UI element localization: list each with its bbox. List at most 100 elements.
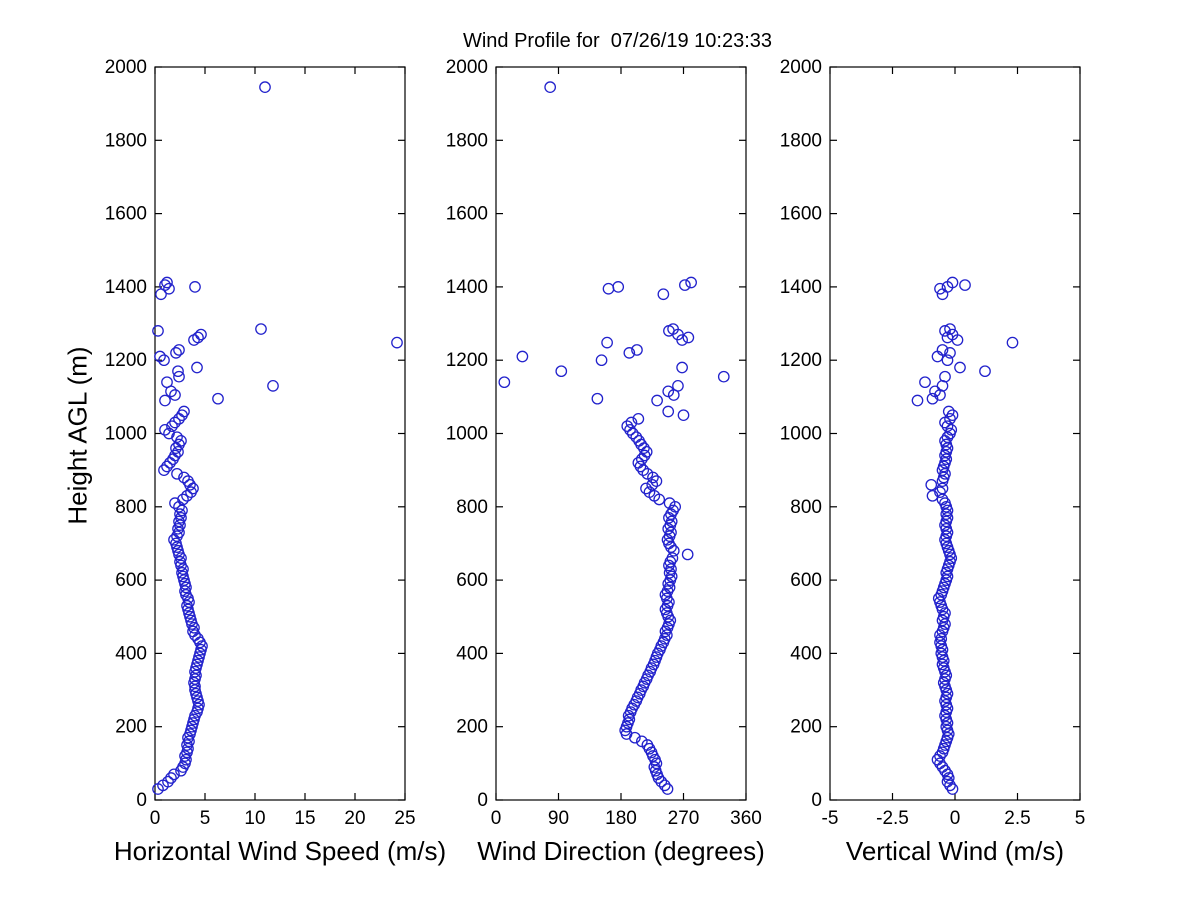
data-point bbox=[632, 456, 645, 469]
y-tick-label: 600 bbox=[115, 570, 147, 591]
data-point bbox=[159, 394, 171, 407]
data-point bbox=[182, 475, 194, 487]
x-tick-label: 5 bbox=[1075, 808, 1086, 829]
data-point bbox=[162, 775, 174, 788]
data-point bbox=[944, 412, 956, 425]
x-tick-label: 5 bbox=[200, 808, 211, 829]
data-point bbox=[601, 336, 613, 349]
data-point bbox=[259, 81, 271, 94]
x-axis-label-wind-direction: Wind Direction (degrees) bbox=[477, 836, 765, 866]
data-point bbox=[936, 761, 949, 773]
y-tick-label: 600 bbox=[456, 570, 488, 591]
data-point bbox=[178, 471, 190, 484]
x-tick-label: 10 bbox=[244, 808, 265, 829]
data-point bbox=[944, 779, 956, 792]
data-point bbox=[635, 735, 648, 748]
data-point bbox=[169, 449, 181, 462]
y-tick-label: 2000 bbox=[105, 57, 147, 78]
y-tick-label: 1400 bbox=[780, 277, 822, 298]
data-point bbox=[651, 394, 663, 407]
data-point bbox=[267, 380, 279, 392]
data-point bbox=[672, 380, 684, 392]
data-point bbox=[173, 344, 185, 356]
y-tick-label: 1800 bbox=[105, 130, 147, 151]
data-point bbox=[159, 279, 171, 291]
data-point bbox=[498, 376, 511, 389]
data-point bbox=[633, 434, 645, 447]
data-point bbox=[630, 431, 643, 444]
x-tick-label: 25 bbox=[394, 808, 415, 829]
y-tick-label: 1600 bbox=[446, 204, 488, 225]
data-point bbox=[934, 486, 946, 498]
y-tick-label: 200 bbox=[790, 717, 822, 738]
y-tick-label: 1000 bbox=[105, 424, 147, 445]
data-point bbox=[161, 276, 173, 289]
data-point bbox=[602, 282, 615, 295]
data-point bbox=[661, 783, 674, 795]
data-point bbox=[939, 607, 951, 619]
y-tick-label: 1600 bbox=[780, 204, 822, 225]
axes-box bbox=[495, 66, 747, 801]
y-tick-label: 1200 bbox=[780, 350, 822, 371]
data-point bbox=[954, 361, 966, 374]
data-point bbox=[663, 497, 676, 509]
data-point bbox=[939, 325, 951, 337]
data-point bbox=[717, 370, 730, 383]
data-point bbox=[662, 385, 675, 398]
data-point bbox=[679, 279, 691, 291]
x-tick-label: -5 bbox=[822, 808, 839, 829]
data-point bbox=[939, 618, 951, 630]
data-point bbox=[176, 504, 188, 517]
data-point bbox=[677, 409, 690, 422]
y-tick-label: 400 bbox=[456, 643, 488, 664]
data-point bbox=[946, 409, 959, 422]
data-point bbox=[936, 344, 949, 356]
data-point bbox=[939, 497, 951, 509]
panel-vertical-wind: -5 -2.5 0 2.5 5 0 200 400 600 800 1000 1200 1400 1600… bbox=[780, 57, 1086, 829]
y-tick-label: 400 bbox=[790, 643, 822, 664]
y-tick-label: 2000 bbox=[446, 57, 488, 78]
data-point bbox=[662, 405, 675, 418]
y-tick-label: 1200 bbox=[105, 350, 147, 371]
data-point bbox=[641, 467, 654, 480]
y-tick-label: 1400 bbox=[446, 277, 488, 298]
data-point bbox=[941, 354, 954, 367]
data-point bbox=[165, 772, 177, 784]
data-point bbox=[919, 376, 931, 389]
x-tick-label: 90 bbox=[548, 808, 569, 829]
data-point bbox=[1006, 336, 1019, 349]
data-point bbox=[163, 282, 175, 295]
data-point bbox=[643, 486, 656, 498]
data-point bbox=[555, 365, 568, 378]
data-point bbox=[666, 552, 679, 564]
x-tick-label: 270 bbox=[668, 808, 700, 829]
y-tick-label: 1400 bbox=[105, 277, 147, 298]
data-point bbox=[158, 354, 170, 367]
data-point bbox=[936, 482, 949, 495]
y-tick-label: 0 bbox=[136, 790, 147, 811]
data-point bbox=[189, 281, 201, 293]
data-point bbox=[632, 412, 645, 425]
data-point bbox=[191, 361, 203, 374]
data-point bbox=[391, 336, 403, 349]
data-point bbox=[172, 365, 184, 378]
x-tick-label: 20 bbox=[344, 808, 365, 829]
data-point bbox=[934, 629, 946, 641]
data-point bbox=[939, 434, 951, 447]
data-point bbox=[939, 467, 951, 480]
x-axis-label-horizontal-wind-speed: Horizontal Wind Speed (m/s) bbox=[113, 836, 447, 866]
panel-wind-direction: 0 90 180 270 360 0 200 400 600 800 1000 1200 1400 160… bbox=[446, 57, 762, 829]
figure-title: Wind Profile for 07/26/19 10:23:33 bbox=[462, 30, 773, 52]
data-point bbox=[911, 394, 924, 407]
x-tick-label: 180 bbox=[605, 808, 637, 829]
data-point bbox=[173, 500, 185, 513]
data-point bbox=[945, 423, 958, 436]
data-point bbox=[166, 420, 178, 433]
data-point bbox=[625, 416, 638, 429]
data-point bbox=[665, 515, 678, 528]
data-point bbox=[171, 467, 183, 480]
data-point bbox=[939, 370, 951, 383]
y-tick-label: 1800 bbox=[446, 130, 488, 151]
y-tick-label: 400 bbox=[115, 643, 147, 664]
